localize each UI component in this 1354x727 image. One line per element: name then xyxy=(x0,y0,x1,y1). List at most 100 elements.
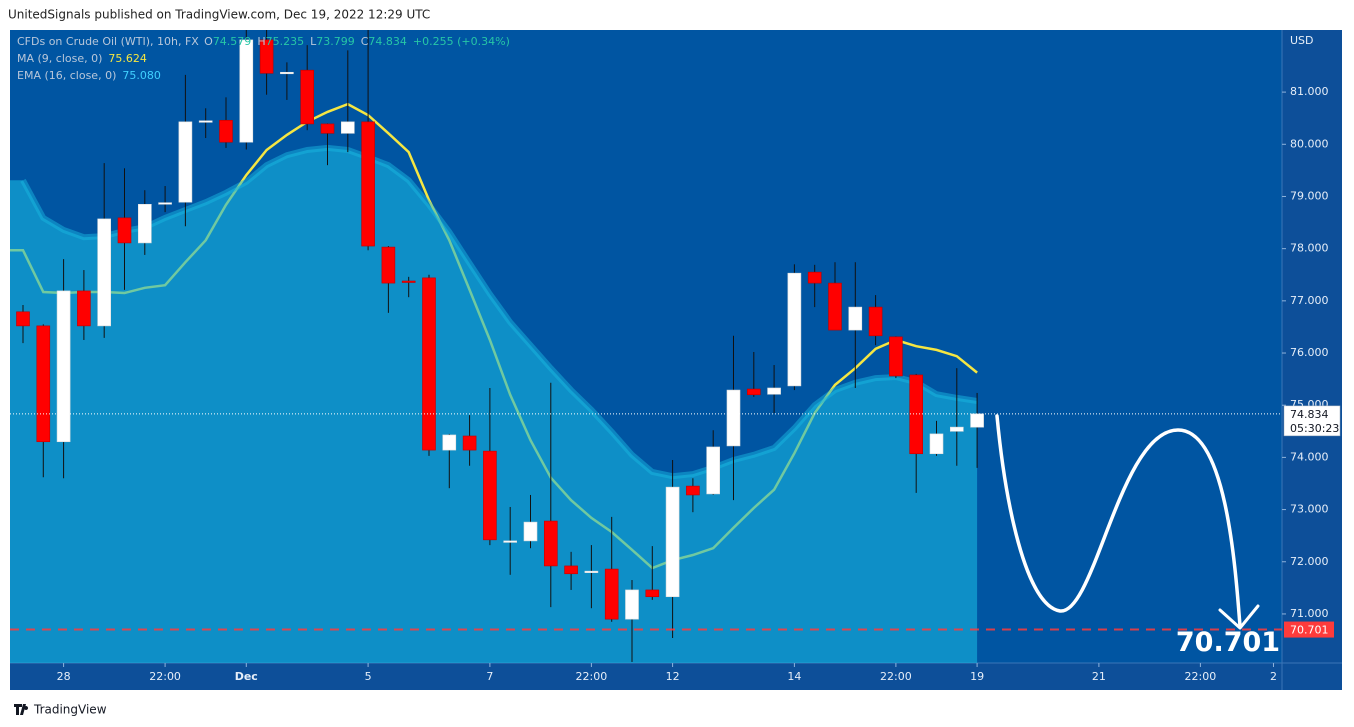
candle-body xyxy=(584,570,599,573)
indicator-name: EMA (16, close, 0) xyxy=(17,69,116,82)
ema-area xyxy=(10,147,978,663)
candle-body xyxy=(137,203,152,244)
legend-ohlc-value: 73.799 xyxy=(316,35,355,48)
candle-body xyxy=(665,486,680,598)
candle-body xyxy=(645,589,660,598)
legend-row: EMA (16, close, 0) 75.080 xyxy=(17,69,161,82)
plot-layer: USD71.00072.00073.00074.00075.00076.0007… xyxy=(10,30,1341,683)
y-tick-label: 76.000 xyxy=(1290,346,1329,359)
y-tick-label: 81.000 xyxy=(1290,85,1329,98)
candle-body xyxy=(767,387,781,395)
price-label-box xyxy=(1283,405,1341,437)
x-tick-label: 28 xyxy=(57,670,71,683)
y-tick-label: 74.000 xyxy=(1290,450,1329,463)
candle-body xyxy=(158,202,172,205)
candle-body xyxy=(483,450,497,541)
candle-body xyxy=(889,336,903,377)
candle-body xyxy=(543,520,558,567)
y-tick-label: 73.000 xyxy=(1290,503,1329,516)
candle-body xyxy=(117,217,132,244)
x-tick-label: 7 xyxy=(486,670,493,683)
y-tick-label: 72.000 xyxy=(1290,555,1329,568)
candle-body xyxy=(848,306,863,331)
candle-body xyxy=(807,271,822,284)
candle-body xyxy=(97,218,111,327)
candle-body xyxy=(56,290,71,443)
x-tick-label: 22:00 xyxy=(880,670,912,683)
ema-line xyxy=(20,144,978,480)
candle-body xyxy=(198,120,213,123)
footer: TradingView xyxy=(33,703,107,717)
candle-body xyxy=(604,568,619,620)
y-tick-label: 77.000 xyxy=(1290,294,1329,307)
indicator-name: MA (9, close, 0) xyxy=(17,52,102,65)
candle-body xyxy=(787,272,802,387)
x-tick-label: 5 xyxy=(365,670,372,683)
candle-body xyxy=(868,306,883,337)
candle-body xyxy=(401,280,416,283)
legend-ohlc-label: L xyxy=(310,35,317,48)
candle-body xyxy=(340,121,355,134)
currency-label: USD xyxy=(1290,34,1314,47)
candle-body xyxy=(77,290,91,327)
forecast-drawing xyxy=(995,414,1242,628)
candle-body xyxy=(442,434,457,451)
candle-body xyxy=(280,71,294,75)
countdown-label: 05:30:23 xyxy=(1290,422,1339,435)
target-annotation: 70.701 xyxy=(1176,627,1280,658)
legend-ohlc-label: C xyxy=(361,35,369,48)
legend-ohlc-label: O xyxy=(204,35,213,48)
candle-body xyxy=(259,39,274,74)
candle-body xyxy=(300,69,314,125)
candle-body xyxy=(503,540,517,543)
legend-ohlc-value: 75.235 xyxy=(266,35,305,48)
header: UnitedSignals published on TradingView.c… xyxy=(8,8,430,22)
candle-body xyxy=(361,121,375,247)
candle-body xyxy=(625,589,639,620)
plot-area xyxy=(10,30,984,663)
price-label: 74.834 xyxy=(1290,408,1329,421)
candle-body xyxy=(726,389,741,447)
target-label-box xyxy=(1284,621,1334,638)
indicator-value: 75.624 xyxy=(108,52,147,65)
candle-body xyxy=(828,282,842,331)
legend-change: +0.255 (+0.34%) xyxy=(413,35,510,48)
legend-ohlc-label: H xyxy=(257,35,265,48)
x-tick-label: 19 xyxy=(970,670,984,683)
legend-row: CFDs on Crude Oil (WTI), 10h, FX O74.579 H… xyxy=(17,35,510,48)
x-tick-label: 14 xyxy=(787,670,801,683)
candle-body xyxy=(746,388,761,396)
candle-body xyxy=(320,123,335,134)
y-tick-label: 71.000 xyxy=(1290,607,1329,620)
x-tick-label: 2 xyxy=(1270,670,1277,683)
x-tick-label: Dec xyxy=(235,670,258,683)
x-tick-label: 22:00 xyxy=(576,670,608,683)
forecast-arrowhead xyxy=(1218,604,1260,630)
legend-ohlc-value: 74.579 xyxy=(213,35,252,48)
legend-ohlc-value: 74.834 xyxy=(368,35,407,48)
candle-body xyxy=(178,121,193,203)
candle-body xyxy=(239,39,254,143)
logo xyxy=(14,704,29,715)
y-tick-label: 79.000 xyxy=(1290,189,1329,202)
x-tick-label: 21 xyxy=(1092,670,1106,683)
logo-mark xyxy=(14,704,29,715)
legend-row: MA (9, close, 0) 75.624 xyxy=(17,52,147,65)
candle-body xyxy=(462,435,477,451)
indicator-value: 75.080 xyxy=(122,69,161,82)
candle-body xyxy=(36,325,51,443)
candle-body xyxy=(929,433,944,455)
y-tick-label: 78.000 xyxy=(1290,242,1329,255)
candle-body xyxy=(970,413,984,428)
x-tick-label: 12 xyxy=(666,670,680,683)
x-tick-label: 22:00 xyxy=(1185,670,1217,683)
candle-body xyxy=(16,311,30,327)
candle-body xyxy=(686,485,700,496)
x-tick-label: 22:00 xyxy=(149,670,181,683)
candle-body xyxy=(422,277,436,451)
legend-symbol: CFDs on Crude Oil (WTI), 10h, FX xyxy=(17,35,199,48)
candle-body xyxy=(219,119,233,143)
candle-body xyxy=(523,521,538,542)
